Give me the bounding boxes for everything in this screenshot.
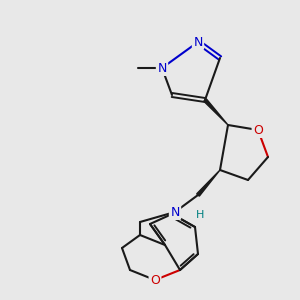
Polygon shape [197, 170, 220, 196]
Text: H: H [196, 210, 204, 220]
Text: N: N [193, 35, 203, 49]
Text: O: O [253, 124, 263, 136]
Text: N: N [157, 61, 167, 74]
Text: N: N [170, 206, 180, 218]
Text: O: O [150, 274, 160, 286]
Polygon shape [204, 99, 228, 125]
